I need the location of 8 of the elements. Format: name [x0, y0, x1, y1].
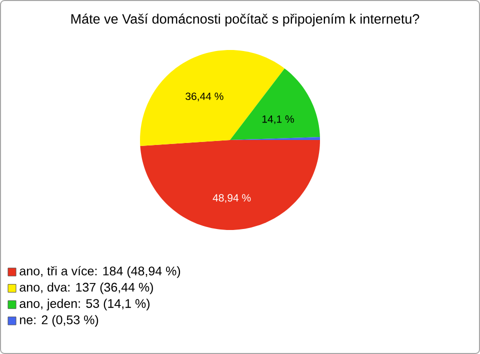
- legend-label: ne: 2 (0,53 %): [20, 315, 98, 327]
- legend-label: ano, jeden: 53 (14,1 %): [20, 298, 150, 310]
- legend-label: ano, dva: 137 (36,44 %): [20, 282, 153, 294]
- data-label: 14,1 %: [262, 115, 294, 124]
- legend-label: ano, tři a více: 184 (48,94 %): [20, 266, 180, 278]
- data-label: 48,94 %: [212, 194, 251, 203]
- chart-title: Máte ve Vaší domácnosti počítač s připojením k internetu?: [71, 14, 420, 26]
- data-label: 36,44 %: [186, 92, 224, 102]
